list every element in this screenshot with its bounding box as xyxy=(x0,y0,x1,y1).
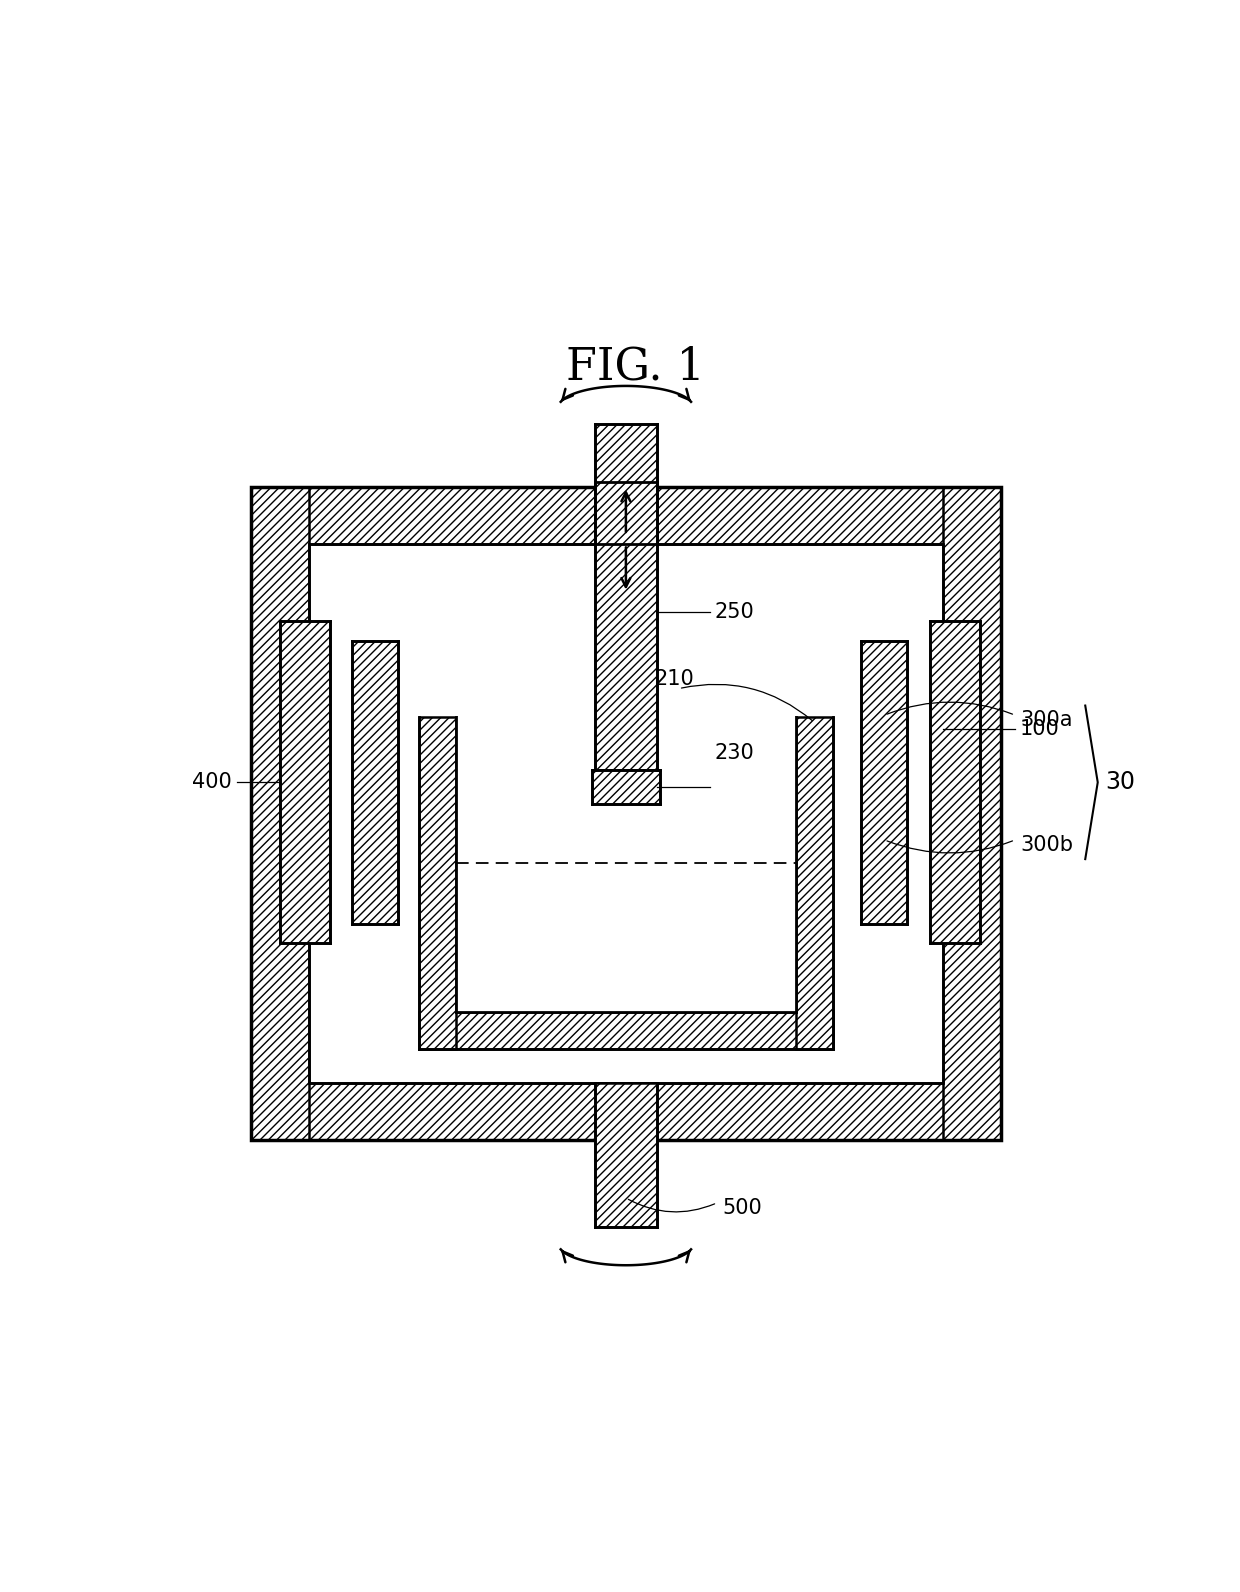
Bar xyxy=(595,486,657,546)
Text: 230: 230 xyxy=(714,743,754,763)
Bar xyxy=(862,640,908,923)
Bar xyxy=(419,1013,832,1049)
Text: 400: 400 xyxy=(192,772,232,793)
Text: 250: 250 xyxy=(714,602,754,622)
Bar xyxy=(595,1083,657,1140)
Bar xyxy=(309,544,942,1083)
Bar xyxy=(250,487,309,1140)
Text: 30: 30 xyxy=(1105,771,1136,794)
Bar xyxy=(456,718,796,1013)
Text: FIG. 1: FIG. 1 xyxy=(567,345,704,388)
Bar xyxy=(309,544,942,1083)
Bar xyxy=(595,482,657,544)
Text: 100: 100 xyxy=(1019,718,1060,739)
Bar xyxy=(280,621,330,944)
Bar xyxy=(591,771,660,804)
Text: 210: 210 xyxy=(655,669,694,689)
Bar xyxy=(250,487,1001,1140)
Bar xyxy=(796,718,832,1049)
Bar xyxy=(930,621,980,944)
Bar xyxy=(944,487,1001,1140)
Bar xyxy=(352,640,398,923)
Bar xyxy=(595,482,657,544)
Bar xyxy=(250,1083,1001,1140)
Bar xyxy=(595,425,657,771)
Text: 300b: 300b xyxy=(1019,834,1073,855)
Bar xyxy=(419,718,456,1049)
Text: 300a: 300a xyxy=(1019,710,1073,731)
Bar xyxy=(595,1083,657,1227)
Bar xyxy=(250,487,1001,544)
Text: 500: 500 xyxy=(722,1197,761,1218)
